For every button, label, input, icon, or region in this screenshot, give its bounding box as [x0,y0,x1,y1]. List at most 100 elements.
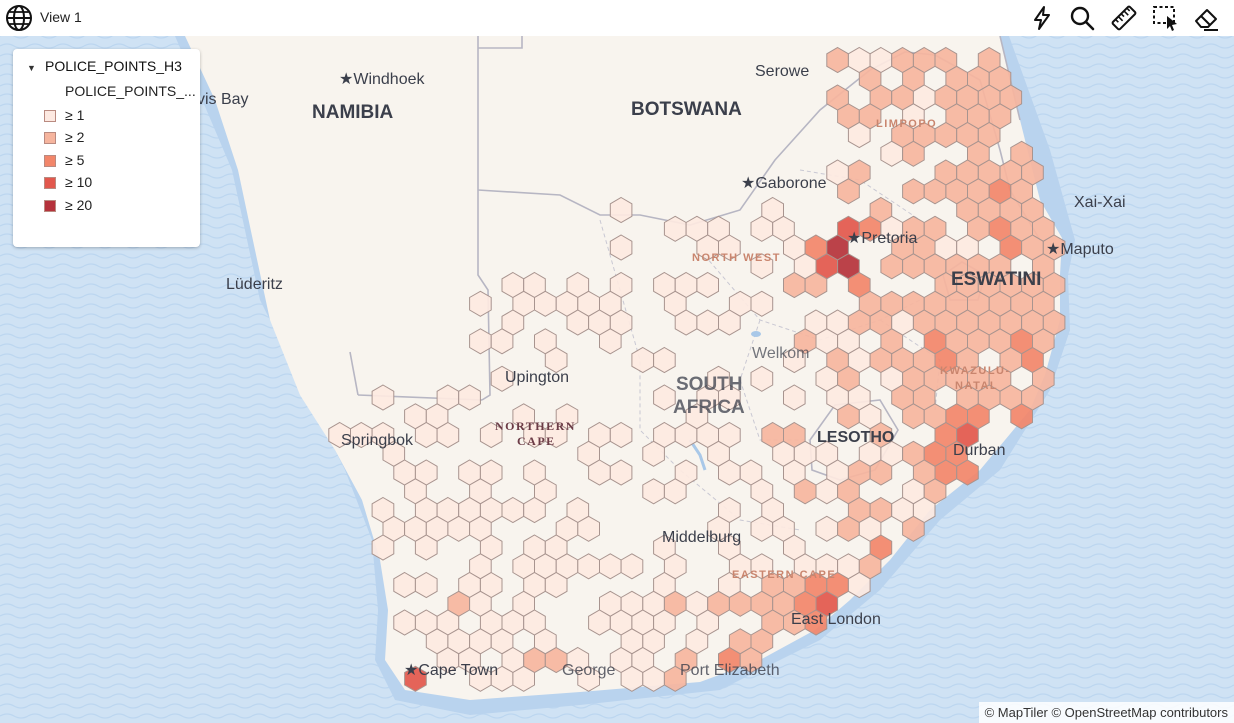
h3-hexagon-cell[interactable] [577,515,600,542]
city-pretoria: ★Pretoria [847,230,917,247]
h3-hexagon-cell[interactable] [469,290,492,317]
label-lesotho: LESOTHO [817,429,894,446]
city-serowe: Serowe [755,63,809,80]
lightning-icon[interactable] [1028,4,1056,32]
h3-hexagon-cell[interactable] [544,421,568,449]
label-south-africa-line2: AFRICA [673,397,745,418]
city-xai-xai: Xai-Xai [1074,194,1126,211]
h3-hexagon-cell[interactable] [609,196,633,224]
city-cape-town: ★Cape Town [404,662,498,679]
legend-subtitle: POLICE_POINTS_... [65,83,196,99]
label-northern-cape-line1: NORTHERN [495,419,576,433]
search-icon[interactable] [1068,4,1096,32]
h3-hexagon-cell[interactable] [609,459,633,486]
h3-hexagon-cell[interactable] [718,234,741,261]
h3-hexagon-cell[interactable] [544,571,568,599]
legend-class-5: ≥ 20 [44,196,194,216]
legend-class-4: ≥ 10 [44,173,194,193]
h3-hexagon-cell[interactable] [663,665,687,692]
h3-hexagon-cell[interactable] [783,384,806,411]
h3-hexagon-cell[interactable] [490,365,514,392]
h3-hexagon-cell[interactable] [804,609,828,636]
h3-hexagon-cell[interactable] [902,140,925,167]
legend-class-label: ≥ 1 [65,107,85,123]
city-luderitz: Lüderitz [226,276,283,293]
h3-hexagon-cell[interactable] [739,646,763,674]
label-kwazulu-natal-line1: KWAZULU- [940,365,1011,377]
h3-hexagon-cell[interactable] [837,178,860,205]
city-middelburg: Middelburg [662,529,741,546]
h3-hexagon-cell[interactable] [847,571,871,599]
label-namibia: NAMIBIA [312,102,394,123]
h3-hexagon-cell[interactable] [609,421,633,449]
h3-hexagon-cell[interactable] [750,365,774,392]
legend-class-label: ≥ 5 [65,152,85,168]
h3-hexagon-cell[interactable] [414,571,438,599]
h3-hexagon-cell[interactable] [804,271,828,299]
h3-hexagon-cell[interactable] [544,346,568,374]
collapse-caret-icon[interactable]: ▼ [27,63,36,73]
legend-swatch [44,110,56,122]
h3-hexagon-cell[interactable] [371,384,395,411]
h3-hexagon-cell[interactable] [414,534,438,561]
city-springbok: Springbok [341,432,414,449]
h3-hexagon-cell[interactable] [653,384,676,411]
h3-hexagon-cell[interactable] [620,553,644,580]
legend-class-label: ≥ 10 [65,174,93,190]
h3-hexagon-cell[interactable] [512,665,535,692]
h3-hexagon-cell[interactable] [642,440,665,467]
map-attribution[interactable]: © MapTiler © OpenStreetMap contributors [978,702,1234,723]
legend-title[interactable]: POLICE_POINTS_H3 [45,58,182,74]
h3-hexagon-cell[interactable] [404,665,427,692]
city-port-elizabeth: Port Elizabeth [680,662,780,679]
h3-hexagon-cell[interactable] [783,346,806,374]
ruler-icon[interactable] [1110,4,1138,32]
h3-hexagon-cell[interactable] [718,384,741,411]
h3-hexagon-cell[interactable] [609,234,633,261]
h3-hexagon-cell[interactable] [956,459,979,486]
h3-hexagon-cell[interactable] [750,290,774,317]
legend-swatch [44,177,56,189]
city-welkom: Welkom [752,345,810,362]
h3-hexagon-cell[interactable] [869,459,893,486]
h3-hexagon-cell[interactable] [490,328,514,355]
legend-swatch [44,155,56,167]
label-eastern-cape: EASTERN CAPE [732,569,836,581]
globe-icon[interactable] [5,4,33,32]
h3-hexagon-cell[interactable] [663,478,687,505]
h3-hexagon-cell[interactable] [902,515,925,542]
h3-hexagon-cell[interactable] [436,421,460,449]
label-eswatini: ESWATINI [951,269,1041,290]
h3-hexagon-cell[interactable] [847,121,871,149]
h3-hexagon-cell[interactable] [1010,403,1033,430]
h3-hexagon-cell[interactable] [718,309,741,336]
h3-hexagon-cell[interactable] [750,253,774,280]
label-kwazulu-natal-line2: NATAL [955,380,998,392]
label-botswana: BOTSWANA [631,99,742,120]
h3-hexagon-cell[interactable] [458,384,481,411]
legend-class-2: ≥ 2 [44,128,194,148]
select-icon[interactable] [1152,4,1180,32]
map-labels: NAMIBIA BOTSWANA SOUTH AFRICA LESOTHO ES… [170,63,1126,679]
h3-hexagon-cell[interactable] [371,534,395,561]
lake [751,331,761,337]
city-windhoek: ★Windhoek [339,71,425,88]
city-george: George [562,662,615,679]
eraser-icon[interactable] [1192,4,1220,32]
city-maputo: ★Maputo [1046,241,1114,258]
h3-hexagon-cell[interactable] [577,665,600,692]
label-south-africa-line1: SOUTH [676,374,743,395]
h3-hexagon-cell[interactable] [479,421,503,449]
label-limpopo: LIMPOPO [876,118,937,130]
legend-class-label: ≥ 2 [65,129,85,145]
map-canvas[interactable]: NAMIBIA BOTSWANA SOUTH AFRICA LESOTHO ES… [0,36,1234,723]
h3-hexagon-cell[interactable] [599,328,622,355]
river [688,439,707,471]
h3-hexagon-cell[interactable] [523,496,546,524]
h3-hexagon-cell[interactable] [696,271,719,299]
h3-hexagon-cell[interactable] [653,346,676,374]
legend-class-label: ≥ 20 [65,197,93,213]
legend-class-1: ≥ 1 [44,106,194,126]
view-title: View 1 [40,9,82,25]
h3-hexagon-layer[interactable] [328,46,1066,692]
